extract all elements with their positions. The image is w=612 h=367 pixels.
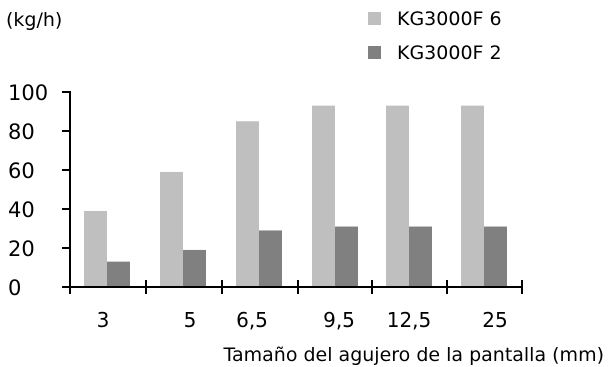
y-tick-label: 60 — [8, 159, 35, 183]
legend-swatch — [368, 46, 381, 59]
bar — [484, 226, 507, 287]
x-tick-label: 3 — [97, 308, 110, 332]
bar — [84, 210, 107, 287]
bar — [183, 249, 206, 287]
bar — [160, 171, 183, 287]
x-tick-label: 5 — [184, 308, 197, 332]
axes: 0 20 40 60 80 100 3 5 6,5 9,5 12,5 25 — [8, 81, 523, 332]
x-tick-label: 9,5 — [323, 308, 355, 332]
y-tick-label: 100 — [8, 81, 48, 105]
bar — [312, 105, 335, 288]
bar — [386, 105, 409, 288]
x-tick-label: 6,5 — [236, 308, 268, 332]
bar — [409, 226, 432, 287]
bar — [461, 105, 484, 288]
x-tick-label: 25 — [482, 308, 507, 332]
y-tick-label: 80 — [8, 120, 35, 144]
legend-swatch — [368, 12, 381, 25]
bar — [259, 230, 282, 287]
y-tick-label: 40 — [8, 198, 35, 222]
legend-label: KG3000F 2 — [397, 42, 502, 64]
legend-label: KG3000F 6 — [397, 8, 502, 30]
y-tick-label: 20 — [8, 237, 35, 261]
bars — [84, 105, 507, 288]
legend: KG3000F 6 KG3000F 2 — [368, 8, 502, 64]
x-tick-label: 12,5 — [387, 308, 432, 332]
bar — [107, 261, 130, 287]
bar — [236, 121, 259, 287]
y-axis-label: (kg/h) — [6, 9, 62, 31]
bar — [335, 226, 358, 287]
y-tick-label: 0 — [8, 276, 21, 300]
x-axis-label: Tamaño del agujero de la pantalla (mm) — [223, 344, 604, 366]
